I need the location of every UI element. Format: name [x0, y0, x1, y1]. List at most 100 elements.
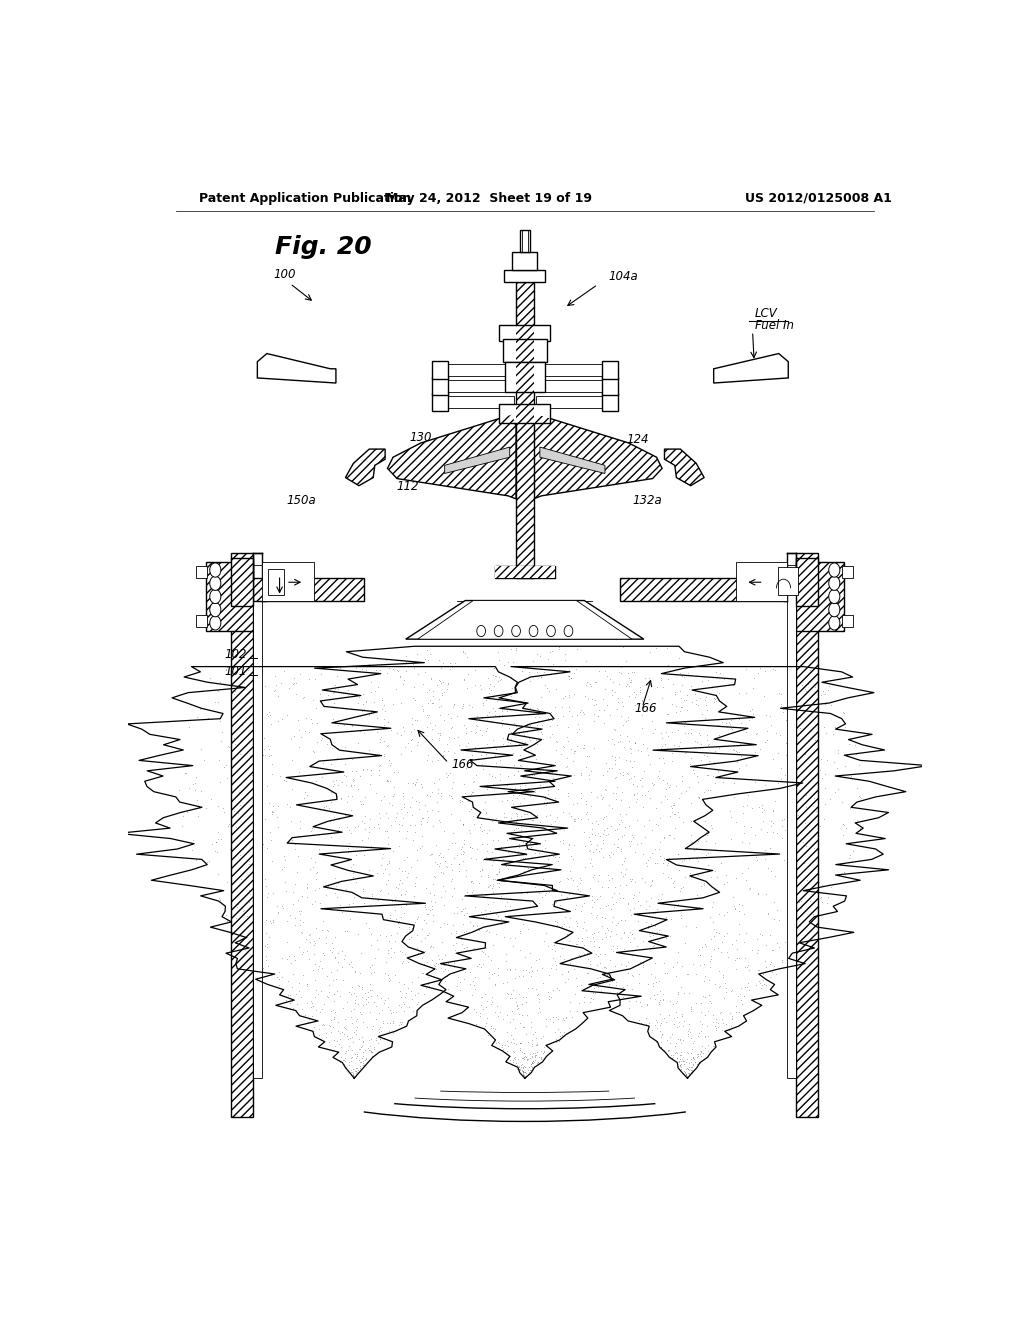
Point	[208, 832, 224, 853]
Point	[432, 916, 449, 937]
Point	[366, 991, 382, 1012]
Point	[589, 834, 605, 855]
Point	[422, 900, 438, 921]
Circle shape	[828, 562, 840, 577]
Point	[659, 789, 676, 810]
Point	[569, 735, 586, 756]
Point	[727, 898, 743, 919]
Point	[519, 722, 536, 743]
Point	[667, 817, 683, 838]
Point	[326, 990, 342, 1011]
Point	[667, 681, 683, 702]
Point	[393, 692, 410, 713]
Point	[708, 1019, 724, 1040]
Point	[298, 974, 314, 995]
Point	[644, 711, 660, 733]
Point	[395, 991, 412, 1012]
Point	[631, 903, 647, 924]
Point	[306, 969, 323, 990]
Point	[295, 965, 311, 986]
Point	[481, 874, 498, 895]
Point	[403, 708, 420, 729]
Point	[505, 979, 521, 1001]
Point	[393, 725, 410, 746]
Point	[346, 1022, 362, 1043]
Point	[668, 696, 684, 717]
Point	[583, 781, 599, 803]
Point	[354, 701, 371, 722]
Point	[622, 737, 638, 758]
Point	[275, 770, 292, 791]
Point	[355, 1031, 372, 1052]
Point	[400, 863, 417, 884]
Point	[777, 764, 794, 785]
Point	[337, 1016, 353, 1038]
Point	[542, 1008, 558, 1030]
Point	[635, 734, 651, 755]
Point	[580, 688, 596, 709]
Point	[260, 793, 276, 814]
Point	[503, 1031, 519, 1052]
Point	[319, 921, 336, 942]
Point	[642, 846, 658, 867]
Point	[360, 982, 377, 1003]
Point	[541, 680, 557, 701]
Point	[528, 1027, 545, 1048]
Point	[342, 1028, 358, 1049]
Point	[656, 785, 673, 807]
Point	[746, 742, 763, 763]
Point	[330, 738, 346, 759]
Point	[708, 1011, 724, 1032]
Point	[190, 805, 207, 826]
Point	[348, 1044, 365, 1065]
Point	[487, 869, 504, 890]
Point	[527, 748, 544, 770]
Point	[499, 789, 515, 810]
Point	[370, 939, 386, 960]
Point	[565, 750, 582, 771]
Point	[380, 987, 396, 1008]
Point	[596, 944, 612, 965]
Point	[403, 972, 420, 993]
Point	[265, 801, 282, 822]
Point	[349, 836, 366, 857]
Point	[330, 952, 346, 973]
Point	[763, 952, 779, 973]
Point	[570, 879, 587, 900]
Text: 102: 102	[224, 648, 247, 661]
Point	[621, 763, 637, 784]
Point	[593, 981, 609, 1002]
Point	[285, 830, 301, 851]
Point	[497, 1034, 513, 1055]
Point	[800, 730, 816, 751]
Point	[569, 808, 586, 829]
Point	[641, 688, 657, 709]
Point	[702, 906, 719, 927]
Point	[426, 958, 442, 979]
Point	[366, 1039, 382, 1060]
Point	[262, 704, 279, 725]
Point	[503, 808, 519, 829]
Point	[510, 1003, 526, 1024]
Point	[436, 710, 453, 731]
Point	[673, 681, 689, 702]
Point	[707, 688, 723, 709]
Point	[547, 846, 563, 867]
Point	[516, 1043, 532, 1064]
Point	[395, 950, 412, 972]
Point	[399, 772, 416, 793]
Point	[348, 871, 365, 892]
Point	[346, 998, 362, 1019]
Point	[495, 849, 511, 870]
Point	[660, 1040, 677, 1061]
Point	[596, 711, 612, 733]
Point	[674, 851, 690, 873]
Point	[697, 933, 714, 954]
Point	[634, 690, 650, 711]
Point	[612, 789, 629, 810]
Point	[573, 931, 590, 952]
Point	[536, 869, 552, 890]
Point	[472, 1002, 488, 1023]
Point	[609, 837, 626, 858]
Point	[608, 974, 625, 995]
